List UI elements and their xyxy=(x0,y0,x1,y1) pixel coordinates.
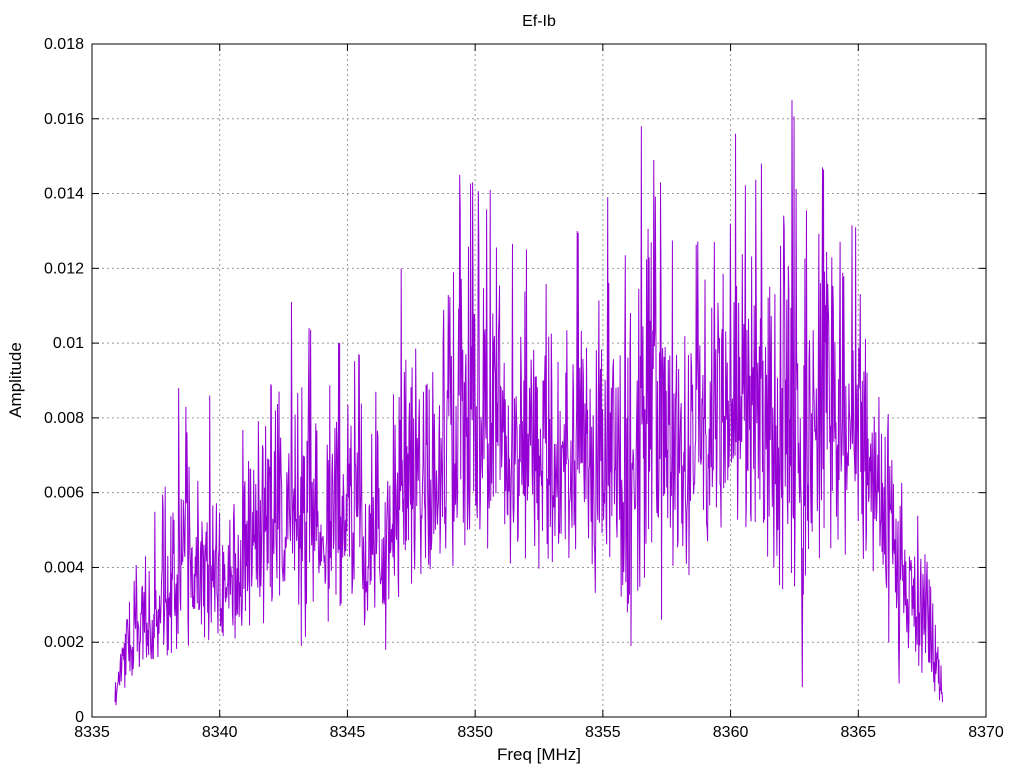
x-tick-labels: 8335 8340 8345 8350 8355 8360 8365 8370 xyxy=(74,724,1004,741)
x-tick-label: 8360 xyxy=(713,724,749,741)
x-tick-label: 8370 xyxy=(968,724,1004,741)
x-tick-label: 8345 xyxy=(330,724,366,741)
y-tick-labels: 0 0.002 0.004 0.006 0.008 0.01 0.012 0.014 0.016… xyxy=(44,36,84,726)
y-tick-label: 0.006 xyxy=(44,485,84,502)
y-tick-label: 0.01 xyxy=(53,335,84,352)
y-tick-label: 0.002 xyxy=(44,634,84,651)
x-tick-label: 8355 xyxy=(585,724,621,741)
y-tick-label: 0.018 xyxy=(44,36,84,53)
spectrum-trace xyxy=(114,100,944,706)
y-tick-label: 0.016 xyxy=(44,111,84,128)
y-tick-label: 0.004 xyxy=(44,559,84,576)
y-tick-label: 0 xyxy=(75,709,84,726)
x-tick-label: 8365 xyxy=(840,724,876,741)
x-tick-label: 8335 xyxy=(74,724,110,741)
plot-border xyxy=(91,43,987,718)
x-tick-label: 8350 xyxy=(457,724,493,741)
y-axis-label: Amplitude xyxy=(6,342,25,418)
chart-title: Ef-Ib xyxy=(522,13,556,30)
y-tick-label: 0.012 xyxy=(44,260,84,277)
y-tick-label: 0.014 xyxy=(44,186,84,203)
x-axis-label: Freq [MHz] xyxy=(497,745,581,764)
x-tick-label: 8340 xyxy=(202,724,238,741)
y-tick-label: 0.008 xyxy=(44,410,84,427)
